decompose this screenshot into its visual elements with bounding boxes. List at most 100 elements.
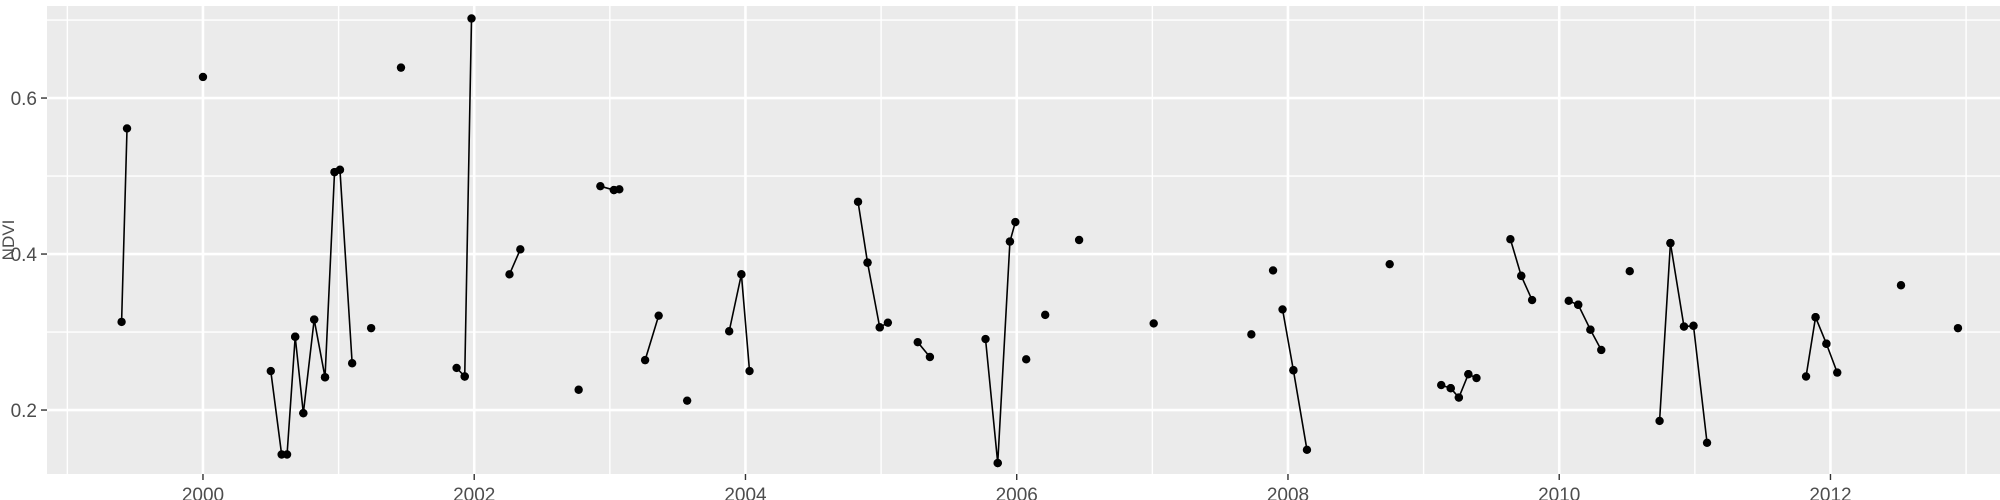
data-line [1805,316,1817,378]
x-tick-label: 2006 [996,485,1038,500]
data-point [745,366,754,376]
data-point [1149,319,1158,328]
data-point [309,315,319,324]
data-point [875,323,884,332]
data-point [1278,305,1287,314]
data-point [1517,271,1526,281]
data-line [508,248,522,276]
x-axis-tick-labels: 2000 2002 2004 2006 2008 2010 2012 [182,485,1852,500]
data-point [1597,345,1606,355]
data-line [120,127,128,323]
x-tick-label: 2012 [1809,485,1851,500]
plot-panel-background [47,6,2000,474]
data-point [516,245,525,254]
data-point [737,270,746,279]
data-point [1953,323,1963,333]
data-point [1666,238,1675,248]
data-point [682,396,692,405]
data-line [1669,242,1685,328]
data-point [1586,325,1595,334]
data-point [654,311,663,320]
data-point [1527,295,1537,305]
y-tick-label: 0.4 [11,245,38,266]
y-tick-label: 0.2 [11,401,37,422]
data-point [1655,416,1664,426]
x-tick-label: 2000 [182,485,224,500]
data-point [460,372,469,381]
data-line [857,200,869,264]
data-point [596,181,605,191]
data-line [1825,342,1839,374]
data-point [1454,393,1464,402]
data-point [1074,235,1084,245]
data-point [1679,322,1689,331]
data-point [1302,445,1312,455]
data-line [728,273,743,333]
data-line-segments [120,17,1839,464]
data-line [1814,316,1828,345]
data-point [1247,330,1256,339]
data-point [1625,267,1634,276]
data-point [1472,373,1481,383]
y-axis-tick-labels: 0.2 0.4 0.6 [11,89,38,422]
data-point [467,14,476,23]
data-line [996,240,1011,464]
data-line [1458,373,1470,399]
data-point [1833,368,1842,377]
data-point [724,327,734,336]
data-point [1385,259,1394,269]
data-point [883,318,893,327]
data-line [463,17,473,378]
data-line [984,338,999,464]
data-points [117,14,1963,468]
data-line [740,273,751,372]
x-tick-label: 2010 [1538,485,1580,500]
data-point [396,63,406,72]
data-line [1658,242,1672,422]
data-point [198,72,208,82]
data-point [853,197,863,206]
data-line [644,314,660,361]
data-point [1005,237,1015,246]
data-point [1464,369,1473,379]
data-point [1011,217,1020,227]
grid-lines-minor [47,6,2000,474]
grid-lines-major [47,6,2000,474]
data-point [1564,296,1573,306]
data-point [1022,355,1031,364]
data-point [1446,384,1455,393]
data-point [290,332,300,341]
data-point [1506,235,1515,244]
data-point [1702,438,1712,447]
x-tick-label: 2004 [724,485,767,500]
data-line [313,318,326,379]
data-line [302,318,315,414]
data-line [1577,303,1592,331]
data-point [1289,366,1298,375]
data-line [324,171,336,379]
y-axis-ticks [41,97,47,411]
data-line [1520,275,1533,301]
data-point [863,258,872,267]
data-point [1896,281,1906,290]
data-point [913,337,922,347]
data-point [615,185,624,194]
data-point [335,165,345,174]
data-point [452,363,461,373]
x-tick-label: 2008 [1267,485,1309,500]
data-line [286,335,296,456]
data-point [282,450,292,459]
x-tick-label: 2002 [453,485,495,500]
data-line [339,169,353,365]
data-point [1268,266,1278,275]
data-point [122,124,132,133]
data-point [366,323,376,333]
data-point [347,359,357,368]
data-point [1689,321,1698,330]
data-point [117,317,126,327]
data-line [269,370,283,456]
data-line [1281,308,1295,372]
data-point [1822,339,1831,348]
data-point [1041,310,1050,320]
